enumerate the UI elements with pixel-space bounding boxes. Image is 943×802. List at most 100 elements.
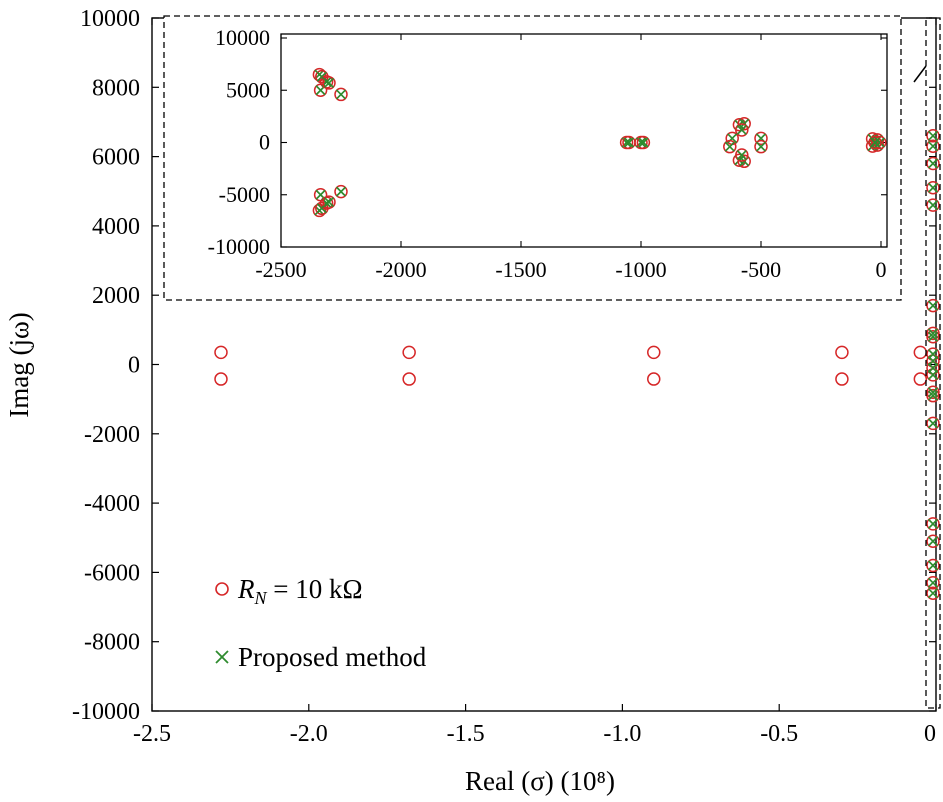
pole-circle (402, 345, 416, 360)
x-axis-label: Real (σ) (10⁸) (465, 766, 615, 796)
inset-pole-cross (755, 141, 767, 152)
pole-circle (926, 517, 940, 531)
pole-circle (926, 326, 940, 341)
pole-cross (927, 518, 939, 529)
pole-circle (835, 372, 849, 386)
pole-circle (214, 372, 228, 386)
inset-y-tick-label: -10000 (208, 234, 270, 259)
pole-cross (927, 390, 939, 401)
pole-cross (927, 331, 939, 342)
pole-circle (926, 385, 940, 399)
inset-chart (163, 15, 902, 301)
zoom-region-box (913, 17, 941, 709)
inset-pole-cross (736, 149, 747, 161)
legend-label-proposed: Proposed method (238, 642, 427, 672)
inset-pole-circle (322, 76, 336, 90)
inset-plot-frame (280, 33, 888, 248)
inset-pole-circle (735, 123, 749, 137)
pole-cross (927, 182, 939, 193)
pole-circle (926, 586, 940, 600)
pole-circle (926, 198, 940, 212)
inset-pole-cross (323, 77, 335, 89)
pole-circle (647, 372, 661, 386)
pole-circle (926, 416, 940, 431)
inset-pole-cross (869, 137, 881, 148)
pole-circle (926, 298, 940, 313)
legend-label-rn-main: R (237, 574, 255, 604)
zoom-connector-line (913, 65, 927, 83)
legend-x-marker (215, 650, 229, 664)
legend-circle-marker (215, 582, 229, 596)
inset-y-tick-label: 10000 (215, 25, 270, 50)
axis-labels: Real (σ) (10⁸) Imag (jω) (4, 312, 615, 796)
inset-pole-circle (334, 184, 348, 199)
pole-cross (927, 577, 939, 588)
pole-circle (926, 388, 940, 403)
pole-cross (927, 536, 939, 547)
y-tick-label: 4000 (92, 214, 140, 240)
x-tick-label: -0.5 (760, 721, 798, 747)
legend-label-rn-rest: = 10 kΩ (267, 574, 363, 604)
pole-circle (926, 181, 940, 195)
y-tick-label: 2000 (92, 283, 140, 309)
pole-circle (835, 345, 849, 360)
pole-circle (926, 558, 940, 573)
inset-points (312, 67, 887, 218)
pole-cross (927, 369, 939, 380)
inset-pole-cross (335, 186, 347, 197)
inset-pole-circle (334, 87, 348, 102)
pole-cross (927, 158, 939, 169)
inset-x-tick-label: -2000 (375, 257, 426, 282)
pole-circle (926, 534, 940, 548)
y-tick-label: -8000 (84, 630, 140, 656)
zoom-region-rect (925, 17, 941, 709)
y-tick-label: 6000 (92, 145, 140, 171)
pole-circle (214, 345, 228, 360)
inset-x-tick-label: -1500 (495, 257, 546, 282)
pole-circle (913, 345, 928, 360)
pole-cross (927, 418, 939, 429)
inset-x-tick-label: 0 (876, 257, 887, 282)
pole-cross (927, 130, 939, 141)
legend-label-rn-sub: N (254, 588, 268, 608)
x-tick-label: -2.5 (133, 721, 171, 747)
inset-x-tick-label: -1000 (615, 257, 666, 282)
y-tick-label: -6000 (84, 560, 140, 586)
pole-cross (927, 200, 939, 211)
pole-cross (927, 588, 939, 599)
inset-pole-circle (737, 154, 751, 169)
y-tick-label: 0 (128, 353, 140, 379)
inset-pole-cross (323, 196, 335, 208)
inset-pole-circle (636, 135, 651, 150)
inset-pole-circle (754, 139, 768, 154)
inset-y-tick-label: 5000 (226, 77, 270, 102)
inset-y-tick-label: -5000 (219, 182, 270, 207)
pole-circle (926, 129, 940, 143)
inset-pole-circle (868, 135, 882, 150)
y-tick-label: -4000 (84, 491, 140, 517)
inset-pole-circle (754, 131, 768, 146)
y-axis-label: Imag (jω) (4, 312, 34, 417)
pole-cross (927, 560, 939, 571)
inset-tick-labels: -2500 -2000 -1500 -1000 -500 01000050000-5000… (208, 25, 887, 282)
inset-pole-circle (723, 139, 737, 154)
x-tick-label: 0 (924, 721, 936, 747)
x-tick-label: -1.0 (603, 721, 641, 747)
pole-circle (402, 372, 416, 386)
main-points (214, 129, 940, 600)
main-tick-labels: -2.5 -2.0 -1.5 -1.0 -0.5 0 10000 8000 6000 4000 20… (72, 6, 936, 747)
pole-circle (926, 330, 940, 344)
inset-pole-cross (736, 124, 747, 136)
y-tick-label: -10000 (72, 699, 140, 725)
pole-circle (647, 345, 661, 360)
y-tick-label: 8000 (92, 75, 140, 101)
pole-circle (913, 372, 928, 386)
pole-circle (926, 576, 940, 590)
inset-pole-cross (724, 141, 735, 152)
pole-cross (927, 328, 939, 339)
x-tick-label: -2.0 (290, 721, 328, 747)
pole-circle (926, 139, 940, 153)
legend-label-rn: RN = 10 kΩ (237, 574, 363, 608)
pole-circle (926, 156, 940, 171)
pole-cross (927, 387, 939, 398)
